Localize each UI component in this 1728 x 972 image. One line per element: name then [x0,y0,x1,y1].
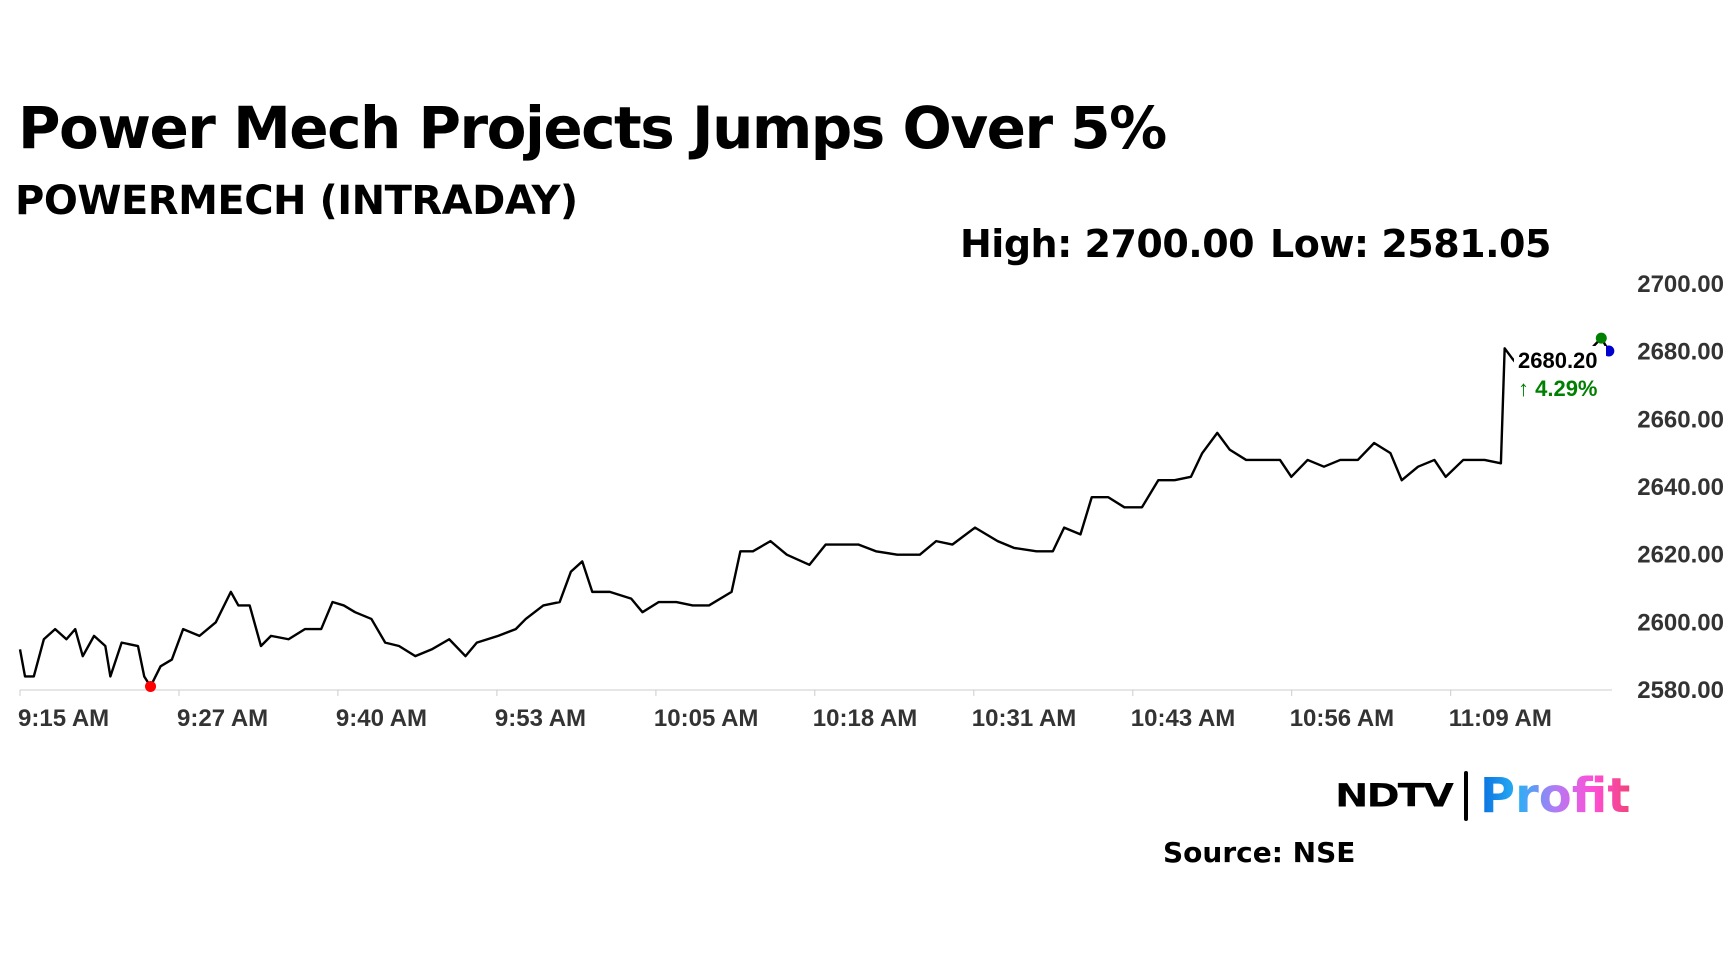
logo-profit: Profit [1479,768,1631,824]
x-tick-label: 10:43 AM [1131,705,1235,732]
low-label: Low: 2581.05 [1270,222,1551,266]
last-price-label: 2680.20 [1518,348,1598,373]
day-high-marker [1595,332,1607,344]
x-tick-label: 9:15 AM [18,705,109,732]
x-tick-label: 9:53 AM [495,705,586,732]
x-tick-label: 9:40 AM [336,705,427,732]
y-tick-label: 2660.00 [1637,406,1724,433]
logo-ndtv: NDTV [1335,777,1454,815]
last-marker [1603,345,1615,357]
change-label: ↑ 4.29% [1518,376,1598,401]
x-tick-label: 10:56 AM [1290,705,1394,732]
x-tick-label: 9:27 AM [177,705,268,732]
x-tick-label: 10:05 AM [654,705,758,732]
x-tick-label: 11:09 AM [1449,705,1552,732]
price-line [18,336,1610,688]
ndtv-profit-logo: NDTV Profit [1335,768,1630,824]
y-tick-label: 2640.00 [1637,474,1724,501]
x-tick-label: 10:31 AM [972,705,1076,732]
y-tick-label: 2600.00 [1637,609,1724,636]
high-label: High: 2700.00 [960,222,1255,266]
chart-subtitle: POWERMECH (INTRADAY) [15,178,578,224]
logo-divider [1463,771,1468,821]
day-low-marker [145,680,157,692]
chart-title: Power Mech Projects Jumps Over 5% [18,94,1167,162]
x-tick-label: 10:18 AM [813,705,917,732]
y-tick-label: 2700.00 [1637,271,1724,298]
y-tick-label: 2680.00 [1637,339,1724,366]
y-tick-label: 2580.00 [1637,677,1724,704]
source-label: Source: NSE [1163,836,1356,869]
last-price-label-bg [1514,346,1606,374]
y-tick-label: 2620.00 [1637,542,1724,569]
